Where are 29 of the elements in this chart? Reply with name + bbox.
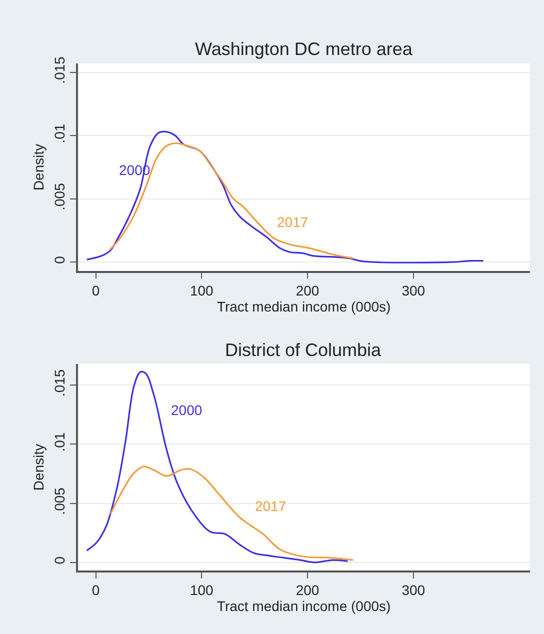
x-tick-label: 0	[92, 282, 100, 299]
chart-title: District of Columbia	[225, 340, 382, 360]
y-tick-label: 0	[51, 256, 68, 264]
x-tick-label: 100	[190, 582, 214, 598]
line-series	[110, 466, 354, 561]
x-axis-title: Tract median income (000s)	[216, 598, 391, 614]
chart-title: Washington DC metro area	[195, 39, 414, 59]
y-tick-label: .01	[51, 124, 68, 144]
line-series	[109, 142, 354, 260]
x-tick-label: 300	[402, 282, 426, 299]
series-label: 2017	[277, 214, 308, 230]
y-tick-label: .015	[51, 369, 68, 397]
line-series	[86, 130, 484, 264]
y-tick-label: 0	[51, 556, 68, 564]
y-axis-title: Density	[30, 444, 47, 491]
series-label: 2017	[255, 498, 286, 514]
line-series	[86, 371, 349, 564]
y-tick-label: .005	[51, 487, 68, 515]
x-tick-label: 200	[296, 582, 320, 598]
x-axis-title: Tract median income (000s)	[216, 298, 391, 315]
y-axis-title: Density	[30, 144, 47, 191]
x-tick-label: 100	[190, 282, 214, 299]
y-tick-label: .01	[51, 432, 68, 452]
y-tick-label: .005	[51, 182, 68, 210]
x-tick-label: 300	[402, 582, 426, 598]
y-tick-label: .015	[51, 56, 68, 84]
x-tick-label: 200	[296, 282, 320, 299]
x-tick-label: 0	[92, 582, 100, 598]
series-label: 2000	[171, 402, 202, 418]
